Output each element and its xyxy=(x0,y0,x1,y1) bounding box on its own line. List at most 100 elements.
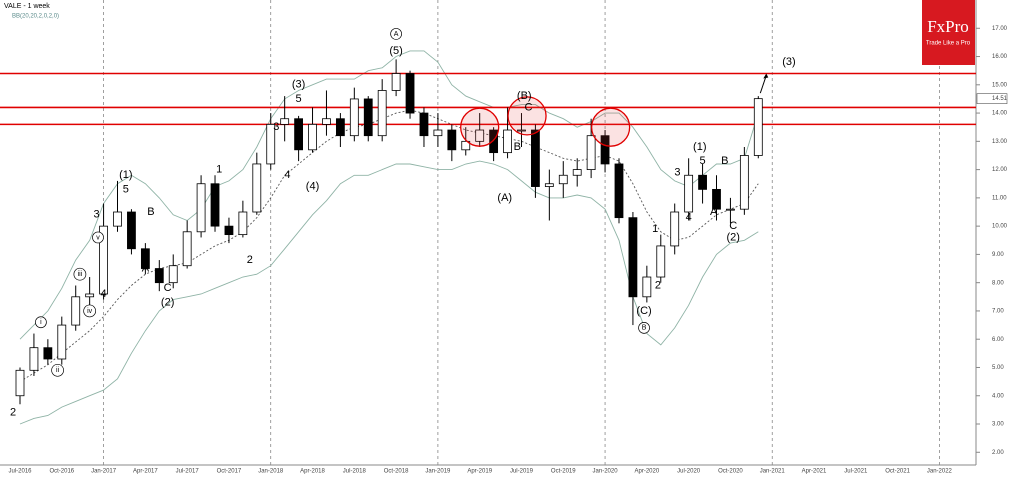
wave-circle xyxy=(83,304,97,318)
wave-label: 4 xyxy=(101,288,107,300)
candle-body xyxy=(113,211,122,227)
y-tick-label: 6.00 xyxy=(992,337,1004,343)
y-tick-label: 15.00 xyxy=(992,82,1008,88)
wave-label: 5 xyxy=(700,155,706,167)
candle-body xyxy=(572,169,582,176)
x-tick-label: Oct-2017 xyxy=(217,469,242,475)
wave-label: A xyxy=(142,262,150,274)
candle-body xyxy=(489,129,499,154)
x-tick-label: Jul-2018 xyxy=(343,469,367,475)
wave-circle xyxy=(638,322,650,334)
wave-label: (3) xyxy=(782,56,795,68)
y-tick-label: 16.00 xyxy=(992,54,1008,60)
x-tick-label: Oct-2021 xyxy=(885,469,910,475)
wave-label: (1) xyxy=(693,141,706,153)
wave-label: B xyxy=(721,155,728,167)
wave-label: iii xyxy=(78,271,83,278)
candle-body xyxy=(391,73,401,91)
wave-label: v xyxy=(96,234,100,241)
wave-label: C xyxy=(729,220,737,232)
wave-label: (2) xyxy=(726,231,739,243)
candle-body xyxy=(308,123,317,151)
candle-body xyxy=(419,112,429,137)
candle-body xyxy=(127,211,136,250)
y-tick-label: 4.00 xyxy=(992,393,1004,399)
bollinger-band xyxy=(19,50,759,340)
x-tick-label: Jan-2017 xyxy=(91,469,117,475)
x-tick-label: Apr-2018 xyxy=(300,469,325,475)
candle-body xyxy=(71,296,81,326)
x-tick-label: Apr-2021 xyxy=(802,469,827,475)
x-tick-label: Oct-2016 xyxy=(49,469,74,475)
candle-body xyxy=(753,98,763,156)
candle-body xyxy=(377,90,387,137)
logo-tagline: Trade Like a Pro xyxy=(926,41,971,47)
candle-body xyxy=(586,135,596,171)
wave-label: (4) xyxy=(306,180,319,192)
candle-body xyxy=(684,174,694,213)
x-tick-label: Jan-2022 xyxy=(927,469,953,475)
x-tick-label: Jan-2019 xyxy=(425,469,451,475)
wave-label: C xyxy=(164,282,172,294)
candle-body xyxy=(698,174,707,190)
candle-body xyxy=(266,123,276,165)
x-tick-label: Jan-2020 xyxy=(593,469,619,475)
candle-body xyxy=(642,276,652,298)
wave-label: 5 xyxy=(123,183,129,195)
plot-area xyxy=(19,0,940,465)
wave-circle xyxy=(73,267,87,281)
last-price: 14.51 xyxy=(992,96,1008,102)
wave-circle xyxy=(51,363,64,377)
candle-body xyxy=(43,347,53,360)
wave-label: iv xyxy=(87,308,93,315)
candle-body xyxy=(433,129,443,137)
y-tick-label: 12.00 xyxy=(992,167,1008,173)
candle-body xyxy=(280,118,290,125)
candle-body xyxy=(475,129,485,142)
candle-body xyxy=(182,231,192,267)
wave-label: (1) xyxy=(119,169,132,181)
wave-label: B xyxy=(514,141,521,153)
x-tick-label: Jan-2018 xyxy=(258,469,284,475)
y-tick-label: 3.00 xyxy=(992,422,1004,428)
y-tick-label: 11.00 xyxy=(992,195,1007,201)
candle-body xyxy=(558,174,568,185)
candle-body xyxy=(503,129,512,154)
wave-label: 1 xyxy=(652,223,658,235)
candle-body xyxy=(252,163,262,213)
wave-label: ii xyxy=(56,367,60,374)
bollinger-band xyxy=(19,109,759,382)
candle-body xyxy=(726,208,735,211)
candle-body xyxy=(140,248,150,269)
projection-arrow xyxy=(759,75,767,94)
x-tick-label: Oct-2018 xyxy=(384,469,409,475)
x-tick-label: Jul-2019 xyxy=(510,469,534,475)
wave-label: B xyxy=(147,206,154,218)
y-tick-label: 5.00 xyxy=(992,365,1004,371)
wave-label: 3 xyxy=(273,121,279,133)
arrow-head xyxy=(763,73,769,79)
wave-label: 1 xyxy=(216,164,222,176)
wave-label: A xyxy=(710,206,718,218)
candle-body xyxy=(531,129,540,187)
candle-body xyxy=(154,268,164,284)
highlight-circle xyxy=(590,107,631,147)
wave-label: (3) xyxy=(292,79,305,91)
candle-body xyxy=(168,265,178,284)
y-tick-label: 8.00 xyxy=(992,280,1004,286)
y-tick-label: 9.00 xyxy=(992,252,1004,258)
candle-body xyxy=(670,211,680,247)
wave-label: 2 xyxy=(655,279,661,291)
x-tick-label: Apr-2017 xyxy=(133,469,158,475)
wave-label: C xyxy=(524,101,532,113)
candle-body xyxy=(614,163,624,219)
x-tick-label: Jul-2017 xyxy=(176,469,200,475)
candle-body xyxy=(99,225,108,295)
x-tick-label: Oct-2019 xyxy=(551,469,576,475)
candle-body xyxy=(739,155,749,210)
wave-label: (C) xyxy=(636,305,651,317)
candle-body xyxy=(322,118,331,125)
y-tick-label: 17.00 xyxy=(992,26,1008,32)
candle-body xyxy=(517,129,526,132)
